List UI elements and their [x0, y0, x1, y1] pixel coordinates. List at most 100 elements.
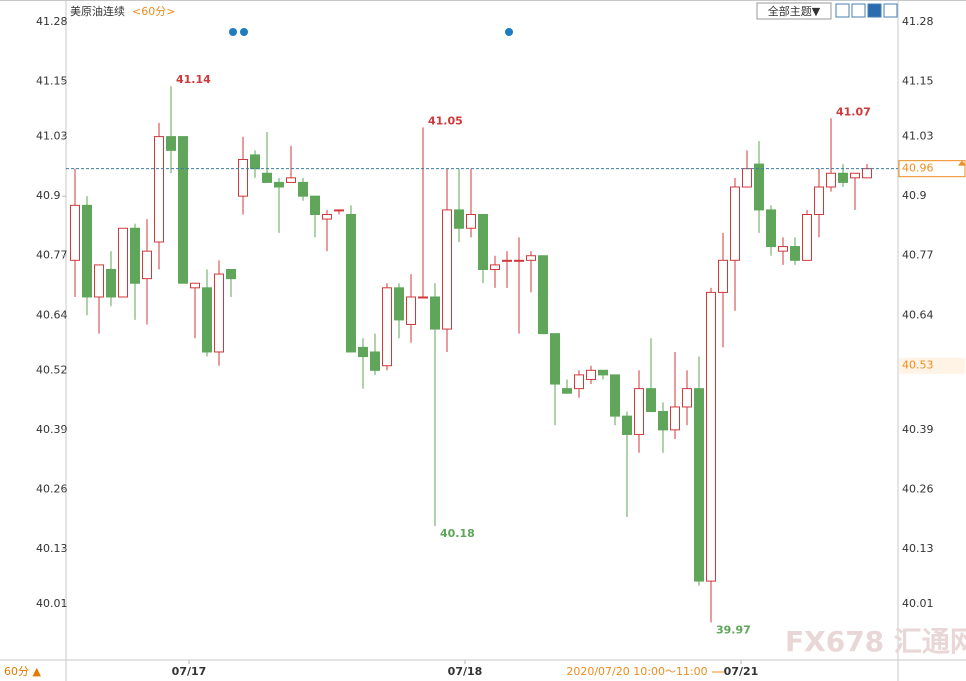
- candle-body: [262, 172, 272, 183]
- candle-body: [754, 163, 764, 211]
- y-tick-label: 40.52: [36, 363, 68, 376]
- candle-body: [742, 168, 752, 188]
- candle-body: [142, 250, 152, 280]
- y-tick-label: 41.03: [36, 130, 68, 143]
- event-dot[interactable]: [505, 28, 513, 36]
- candle-body: [154, 136, 164, 243]
- candle-body: [658, 411, 668, 431]
- candle-body: [394, 287, 404, 321]
- high-label: 41.05: [428, 114, 463, 127]
- candle-body: [850, 172, 860, 179]
- candle-body: [202, 287, 212, 353]
- x-tick-label: 07/17: [172, 665, 207, 678]
- candle-body: [682, 388, 692, 408]
- candle-body: [238, 159, 248, 197]
- candle-body: [70, 204, 80, 261]
- y2-tick-label: 41.28: [902, 15, 934, 28]
- watermark: FX678 汇通网: [785, 625, 966, 658]
- theme-button[interactable]: 全部主题▼: [768, 4, 821, 18]
- tool-icon[interactable]: [835, 3, 850, 18]
- candle-body: [670, 406, 680, 431]
- y2-tick-label: 40.01: [902, 597, 934, 610]
- candle-body: [490, 264, 500, 270]
- last-price-label: 40.96: [902, 162, 934, 175]
- candle-body: [478, 213, 488, 270]
- theme-button-box[interactable]: [756, 2, 832, 20]
- event-dot[interactable]: [240, 28, 248, 36]
- candle-body: [358, 346, 368, 358]
- low-label: 39.97: [716, 623, 751, 636]
- candle-body: [322, 213, 332, 220]
- candle-body: [574, 374, 584, 390]
- y-tick-label: 40.77: [36, 249, 68, 262]
- candle-body: [694, 388, 704, 582]
- candle-body: [778, 246, 788, 252]
- event-dot[interactable]: [229, 28, 237, 36]
- y-tick-label: 40.26: [36, 482, 68, 495]
- y-tick-label: 41.15: [36, 75, 68, 88]
- candle-body: [82, 204, 92, 298]
- y2-tick-label: 40.39: [902, 423, 934, 436]
- candle-body: [706, 291, 716, 582]
- candle-body: [226, 268, 236, 280]
- y2-tick-label: 41.15: [902, 75, 934, 88]
- candle-body: [502, 259, 512, 262]
- candle-body: [838, 172, 848, 183]
- candle-body: [274, 181, 284, 188]
- x-tick-label: 07/21: [724, 665, 759, 678]
- high-label: 41.14: [176, 73, 211, 86]
- candle-body: [310, 195, 320, 215]
- y-tick-label: 40.01: [36, 597, 68, 610]
- candle-body: [178, 136, 188, 284]
- candle-body: [802, 213, 812, 261]
- candle-body: [610, 374, 620, 417]
- period-selector[interactable]: 60分 ▲: [4, 665, 41, 678]
- candle-body: [346, 213, 356, 353]
- y-tick-label: 40.13: [36, 542, 68, 555]
- y-tick-label: 40.9: [36, 189, 61, 202]
- high-label: 41.07: [836, 105, 871, 118]
- candle-body: [190, 282, 200, 289]
- crosshair-time: 2020/07/20 10:00～11:00: [566, 665, 707, 678]
- candle-body: [382, 287, 392, 367]
- candle-body: [334, 209, 344, 212]
- candle-body: [286, 177, 296, 183]
- y2-tick-label: 41.03: [902, 130, 934, 143]
- period-label: <60分>: [132, 5, 175, 18]
- toolbar-icons: [835, 3, 898, 18]
- candle-body: [586, 369, 596, 380]
- candle-body: [622, 415, 632, 435]
- y-tick-label: 40.64: [36, 308, 68, 321]
- y2-tick-label: 40.77: [902, 249, 934, 262]
- candle-body: [826, 172, 836, 188]
- low-label: 40.18: [440, 527, 475, 540]
- candle-body: [166, 136, 176, 151]
- candle-body: [406, 296, 416, 325]
- candle-body: [514, 259, 524, 262]
- tool-icon[interactable]: [867, 3, 882, 18]
- candle-body: [526, 255, 536, 261]
- y2-tick-label: 40.26: [902, 482, 934, 495]
- candle-body: [418, 296, 428, 299]
- last-price-box: [898, 160, 966, 178]
- candle-body: [598, 369, 608, 376]
- chart-title: 美原油连续: [70, 4, 125, 18]
- y-tick-label: 41.28: [36, 15, 68, 28]
- tool-icon[interactable]: [883, 3, 898, 18]
- candle-body: [790, 246, 800, 261]
- candle-body: [430, 296, 440, 330]
- y2-tick-label: 40.9: [902, 189, 927, 202]
- candle-body: [862, 168, 872, 179]
- candle-body: [550, 333, 560, 385]
- candle-body: [634, 388, 644, 435]
- candle-body: [646, 388, 656, 413]
- candle-body: [454, 209, 464, 229]
- candle-body: [106, 268, 116, 298]
- tool-icon[interactable]: [851, 3, 866, 18]
- candle-body: [94, 264, 104, 298]
- candle-body: [766, 209, 776, 248]
- y2-tick-label: 40.13: [902, 542, 934, 555]
- candle-body: [130, 227, 140, 284]
- candle-body: [718, 259, 728, 293]
